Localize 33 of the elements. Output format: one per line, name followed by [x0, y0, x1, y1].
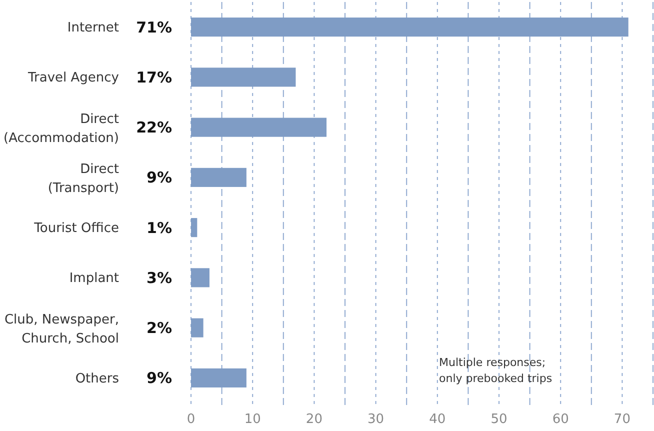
y-tick-label: Club, Newspaper, Church, School [4, 312, 119, 346]
bar [191, 18, 628, 37]
bar [191, 318, 204, 338]
x-tick-label: 10 [244, 412, 261, 427]
bar [191, 368, 246, 388]
y-tick-label: Others [75, 371, 120, 386]
data-label: 17% [136, 68, 172, 86]
x-tick-label: 20 [306, 412, 322, 427]
bar [191, 118, 327, 137]
bar [191, 68, 296, 87]
y-tick-label: Implant [69, 271, 119, 286]
annotation: Multiple responses; only prebooked trips [439, 356, 552, 385]
x-tick-label: 30 [368, 412, 384, 427]
bar [191, 218, 198, 238]
x-tick-label: 60 [552, 412, 569, 427]
y-tick-label: Direct (Accommodation) [4, 112, 119, 146]
data-label: 9% [146, 168, 172, 187]
x-tick-label: 40 [429, 412, 446, 427]
y-tick-label: Travel Agency [27, 70, 120, 86]
y-tick-label: Tourist Office [33, 221, 119, 236]
y-tick-label: Internet [67, 20, 119, 36]
bar [191, 168, 246, 187]
data-label: 71% [136, 18, 172, 36]
x-tick-label: 50 [490, 412, 508, 427]
x-tick-label: 0 [186, 412, 196, 427]
x-tick-label: 70 [614, 412, 630, 427]
data-label: 9% [146, 369, 172, 388]
bar [191, 268, 210, 288]
y-tick-label: Direct (Transport) [48, 162, 119, 196]
data-label: 3% [146, 268, 172, 287]
data-label: 1% [146, 218, 172, 237]
data-label: 22% [136, 118, 172, 137]
data-label: 2% [146, 319, 172, 338]
